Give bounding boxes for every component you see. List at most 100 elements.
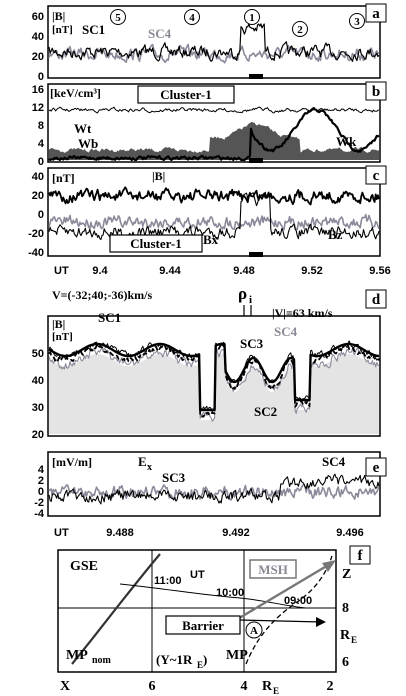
y-note: (Y~1R [156,652,193,667]
panel-d: V=(-32;40;-36)km/s ρ i |V|=63 km/s d 50 … [32,284,387,441]
msh-label: MSH [258,562,288,577]
label-b-magnitude: |B| [152,169,165,183]
panel-d-ytick: 30 [32,402,44,414]
region-mark-5 [110,9,126,25]
panel-b: 16 12 8 4 0 [keV/cm³] Cluster-1 Wt Wb Wk… [32,81,387,168]
label-sc4: SC4 [322,454,346,469]
panel-d-letter-box [365,289,387,309]
z-tick: 8 [342,601,349,616]
region-mark-1-label: 1 [249,12,255,24]
z-unit: R [340,628,351,643]
panel-b-letter: b [372,84,380,100]
ut-label: 10:00 [216,587,244,599]
wt-trace [48,106,380,114]
normal-arrow-head [316,617,326,627]
panel-d-letter: d [372,292,381,308]
barrier-box [165,615,241,635]
label-wb: Wb [78,136,98,151]
panel-c-xtick: 9.52 [301,265,322,277]
x-axis-label: X [60,679,70,694]
mpnom-sub: nom [92,655,112,666]
panel-b-ytick: 12 [32,102,44,114]
panel-e-frame [47,451,381,517]
sc4-trace [48,473,380,505]
panel-a-ytick: 60 [32,11,44,23]
region-mark-5-label: 5 [115,12,121,24]
region-mark-2-label: 2 [297,24,303,36]
sc4-trace [48,347,380,422]
interval-bar [249,252,263,257]
sc1-trace [48,342,380,412]
label-sc3: SC3 [240,336,264,351]
legend-sc1: SC1 [82,22,105,37]
sc4-trace [48,43,380,64]
panel-a-ytick: 20 [32,51,44,63]
label-bz: Bz [328,227,343,242]
panel-c-letter-box [365,165,387,185]
mp-nom-curve [71,553,161,665]
panel-e-ytick: -4 [34,508,45,520]
panel-c-frame [47,167,381,257]
label-sc3: SC3 [162,470,186,485]
velocity-annotation: V=(-32;40;-36)km/s [52,288,152,302]
panel-e: 4 2 0 -2 -4 [mV/m] E x SC3 SC4 e UT 9.48… [34,451,387,539]
panel-b-frame [47,83,381,163]
sc1-trace [48,23,380,62]
panel-b-ytick: 0 [38,156,44,168]
panel-d-unit-label: |B| [52,317,65,331]
panel-c-ytick: 0 [38,209,44,221]
panel-d-ytick: 20 [32,429,44,441]
speed-annotation: |V|=63 km/s [272,306,333,320]
panel-c-xtick: 9.56 [369,265,390,277]
region-mark-4 [184,9,200,25]
panel-c-letter: c [373,168,380,184]
label-ex: E [138,454,147,469]
panel-b-ytick: 8 [38,120,44,132]
panel-c-x-label: UT [54,265,69,277]
panel-c-unit-label: [nT] [52,171,75,185]
panel-c-xtick: 9.48 [233,265,254,277]
panel-e-letter-box [365,457,387,477]
region-mark-3-label: 3 [354,16,360,28]
panel-a-letter-box [365,3,387,23]
x-tick: 4 [241,679,248,694]
z-axis-label: Z [342,567,351,582]
panel-e-ytick: -2 [34,497,44,509]
ut-label: 09:00 [284,595,312,607]
rho-annotation: ρ [238,284,247,303]
y-note-tail: ) [203,652,207,667]
interval-bar [249,74,263,79]
ut-label: 11:00 [154,575,182,587]
panel-c: 40 20 0 -20 -40 [nT] |B| Cluster-1 Bx Bz… [28,165,391,277]
label-sc1: SC1 [98,310,121,325]
point-a-marker [245,621,263,639]
panel-c-ytick: -20 [28,228,44,240]
bx-trace [48,191,380,241]
panel-c-ytick: 40 [32,171,44,183]
panel-a-unit-sub: [nT] [52,24,73,36]
panel-a-ytick: 0 [38,71,44,83]
panel-b-box-label [137,85,235,104]
panel-f-letter-box [349,545,371,565]
frame-label-gse: GSE [70,559,98,574]
y-note-sub: E [197,660,203,670]
region-mark-3 [349,13,365,29]
panel-b-box-label-text: Cluster-1 [160,87,212,102]
panel-b-ytick: 4 [38,138,45,150]
x-tick: 6 [149,679,156,694]
sc2-trace [48,342,380,418]
label-sc2: SC2 [254,404,277,419]
msh-box [249,559,297,579]
panel-d-ytick: 40 [32,375,44,387]
b-magnitude-trace [48,186,380,206]
panel-e-letter: e [373,460,380,476]
normal-line [239,619,323,623]
panel-e-xtick: 9.488 [106,527,134,539]
interval-bar [249,158,263,163]
panel-e-ytick: 0 [38,486,44,498]
x-unit-sub: E [273,686,279,696]
x-tick: 2 [327,679,334,694]
panel-f: GSE 11:00 UT 10:00 09:00 MSH Barrier A M… [57,545,371,696]
panel-c-xtick: 9.4 [92,265,108,277]
dotted-area [49,354,379,434]
